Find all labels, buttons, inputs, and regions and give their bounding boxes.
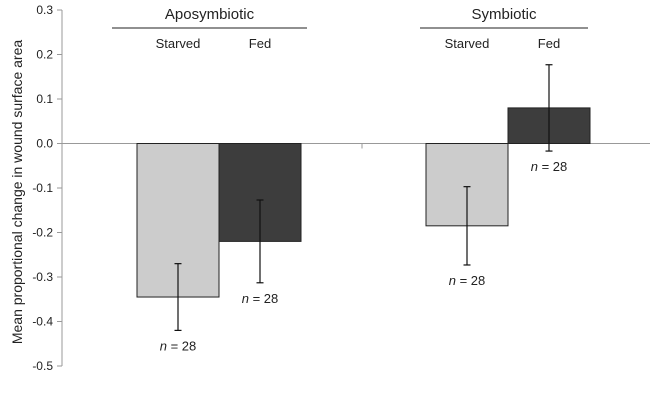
bar-category-label: Fed [249, 36, 271, 51]
sample-size-value: = 28 [249, 291, 278, 306]
group-label: Symbiotic [471, 6, 537, 23]
y-tick-label: 0.3 [36, 3, 53, 17]
sample-size-label: n = 28 [531, 159, 568, 174]
bar-group: Aposymbiotic Starved n = 28 Fed n = 28 [112, 6, 307, 353]
sample-size-value: = 28 [456, 273, 485, 288]
y-tick-label: -0.2 [32, 226, 53, 240]
sample-size-label: n = 28 [160, 338, 197, 353]
sample-size-label: n = 28 [242, 291, 279, 306]
y-axis-title: Mean proportional change in wound surfac… [9, 40, 25, 345]
bar-group: Symbiotic Starved n = 28 Fed n = 28 [420, 6, 591, 288]
y-tick-label: -0.3 [32, 270, 53, 284]
y-tick-label: 0.1 [36, 92, 53, 106]
sample-size-symbol: n [449, 273, 456, 288]
y-axis: 0.3 0.2 0.1 0.0 -0.1 -0.2 -0.3 -0.4 -0.5 [32, 3, 63, 373]
y-tick-label: -0.1 [32, 181, 53, 195]
y-tick-label: -0.4 [32, 315, 53, 329]
sample-size-value: = 28 [538, 159, 567, 174]
sample-size-value: = 28 [167, 338, 196, 353]
bar-category-label: Starved [156, 36, 201, 51]
sample-size-symbol: n [242, 291, 249, 306]
sample-size-symbol: n [160, 338, 167, 353]
y-tick-label: 0.2 [36, 48, 53, 62]
y-tick-label: -0.5 [32, 359, 53, 373]
y-tick-label: 0.0 [36, 137, 53, 151]
group-label: Aposymbiotic [165, 6, 255, 23]
bar-category-label: Fed [538, 36, 560, 51]
bar-category-label: Starved [445, 36, 490, 51]
sample-size-label: n = 28 [449, 273, 486, 288]
sample-size-symbol: n [531, 159, 538, 174]
